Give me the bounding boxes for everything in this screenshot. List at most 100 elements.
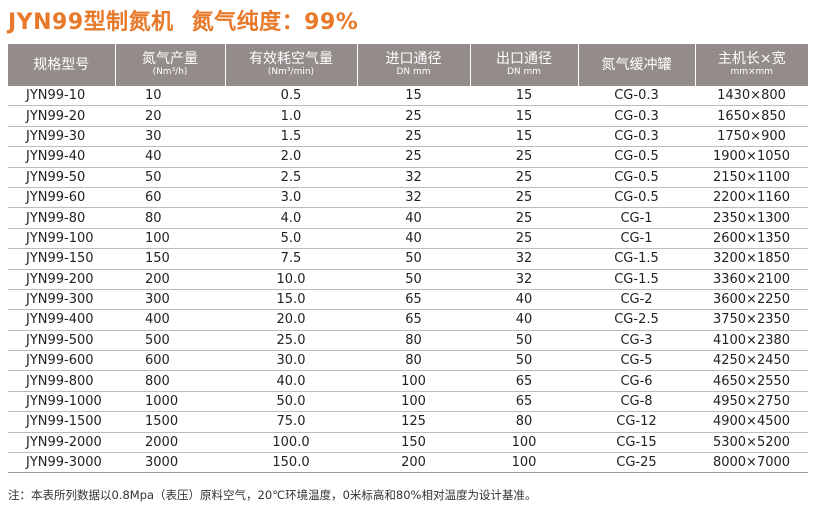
table-row: JYN99-80 80 4.0 40 25 CG-1 2350×1300 — [8, 207, 808, 229]
cell-dimensions: 2600×1350 — [695, 228, 808, 250]
cell-outlet-diameter: 32 — [470, 248, 578, 270]
cell-buffer-tank: CG-1 — [578, 207, 695, 229]
cell-model: JYN99-1500 — [8, 411, 115, 433]
cell-dimensions: 4950×2750 — [695, 391, 808, 413]
cell-nitrogen-output: 100 — [115, 228, 225, 250]
table-row: JYN99-100 100 5.0 40 25 CG-1 2600×1350 — [8, 228, 808, 250]
cell-air-consumption: 25.0 — [225, 330, 357, 352]
footnote: 注：本表所列数据以0.8Mpa（表压）原料空气，20℃环境温度，0米标高和80%… — [8, 488, 537, 502]
header-model: 规格型号 — [8, 44, 116, 86]
header-label: 出口通径 — [496, 51, 552, 68]
cell-outlet-diameter: 32 — [470, 269, 578, 290]
table-row: JYN99-200 200 10.0 50 32 CG-1.5 3360×2100 — [8, 269, 808, 290]
header-buffer-tank: 氮气缓冲罐 — [578, 44, 696, 86]
cell-outlet-diameter: 15 — [470, 105, 578, 127]
cell-inlet-diameter: 32 — [357, 167, 470, 188]
cell-outlet-diameter: 25 — [470, 228, 578, 250]
cell-outlet-diameter: 25 — [470, 207, 578, 229]
cell-inlet-diameter: 40 — [357, 228, 470, 250]
cell-outlet-diameter: 25 — [470, 187, 578, 209]
cell-nitrogen-output: 30 — [115, 126, 225, 148]
cell-inlet-diameter: 25 — [357, 126, 470, 148]
cell-dimensions: 2150×1100 — [695, 167, 808, 188]
table-row: JYN99-2000 2000 100.0 150 100 CG-15 5300×5200 — [8, 432, 808, 454]
cell-model: JYN99-60 — [8, 187, 115, 209]
title-purity: 氮气纯度：99% — [191, 10, 359, 35]
header-label: 氮气缓冲罐 — [601, 56, 672, 73]
cell-nitrogen-output: 3000 — [115, 452, 225, 474]
header-unit: mm×mm — [730, 67, 774, 78]
header-unit: (Nm³/h) — [152, 67, 188, 78]
cell-inlet-diameter: 32 — [357, 187, 470, 209]
cell-dimensions: 4900×4500 — [695, 411, 808, 433]
cell-nitrogen-output: 300 — [115, 289, 225, 311]
cell-inlet-diameter: 15 — [357, 86, 470, 107]
cell-model: JYN99-400 — [8, 309, 115, 331]
cell-nitrogen-output: 800 — [115, 370, 225, 392]
cell-inlet-diameter: 125 — [357, 411, 470, 433]
header-label: 规格型号 — [33, 56, 90, 73]
cell-outlet-diameter: 40 — [470, 309, 578, 331]
cell-outlet-diameter: 80 — [470, 411, 578, 433]
cell-inlet-diameter: 50 — [357, 269, 470, 290]
cell-air-consumption: 5.0 — [225, 228, 357, 250]
cell-inlet-diameter: 25 — [357, 105, 470, 127]
cell-dimensions: 3750×2350 — [695, 309, 808, 331]
cell-model: JYN99-600 — [8, 350, 115, 372]
cell-buffer-tank: CG-1 — [578, 228, 695, 250]
cell-dimensions: 5300×5200 — [695, 432, 808, 454]
cell-air-consumption: 0.5 — [225, 86, 357, 107]
header-air-consumption: 有效耗空气量 (Nm³/min) — [225, 44, 358, 86]
page-title: JYN99型制氮机 氮气纯度：99% — [8, 4, 358, 36]
cell-dimensions: 1750×900 — [695, 126, 808, 148]
cell-buffer-tank: CG-1.5 — [578, 269, 695, 290]
table-row: JYN99-400 400 20.0 65 40 CG-2.5 3750×2350 — [8, 309, 808, 331]
header-unit: DN mm — [506, 67, 542, 78]
cell-air-consumption: 7.5 — [225, 248, 357, 270]
cell-dimensions: 4100×2380 — [695, 330, 808, 352]
cell-air-consumption: 40.0 — [225, 370, 357, 392]
cell-buffer-tank: CG-25 — [578, 452, 695, 474]
cell-model: JYN99-80 — [8, 207, 115, 229]
header-nitrogen-output: 氮气产量 (Nm³/h) — [115, 44, 226, 86]
cell-dimensions: 1650×850 — [695, 105, 808, 127]
cell-buffer-tank: CG-0.5 — [578, 146, 695, 168]
cell-model: JYN99-3000 — [8, 452, 115, 474]
table-row: JYN99-1000 1000 50.0 100 65 CG-8 4950×2750 — [8, 391, 808, 413]
cell-inlet-diameter: 100 — [357, 370, 470, 392]
header-label: 有效耗空气量 — [249, 51, 333, 68]
cell-nitrogen-output: 400 — [115, 309, 225, 331]
cell-buffer-tank: CG-0.3 — [578, 86, 695, 107]
cell-air-consumption: 2.0 — [225, 146, 357, 168]
table-row: JYN99-60 60 3.0 32 25 CG-0.5 2200×1160 — [8, 187, 808, 209]
cell-model: JYN99-800 — [8, 370, 115, 392]
cell-outlet-diameter: 15 — [470, 86, 578, 107]
cell-nitrogen-output: 200 — [115, 269, 225, 290]
cell-buffer-tank: CG-0.5 — [578, 187, 695, 209]
header-label: 进口通径 — [385, 51, 442, 68]
cell-buffer-tank: CG-0.3 — [578, 126, 695, 148]
cell-air-consumption: 100.0 — [225, 432, 357, 454]
spec-table: 规格型号 氮气产量 (Nm³/h) 有效耗空气量 (Nm³/min) 进口通径 … — [8, 44, 808, 474]
table-row: JYN99-300 300 15.0 65 40 CG-2 3600×2250 — [8, 289, 808, 311]
cell-buffer-tank: CG-0.5 — [578, 167, 695, 188]
cell-air-consumption: 1.5 — [225, 126, 357, 148]
cell-nitrogen-output: 10 — [115, 86, 225, 107]
cell-nitrogen-output: 80 — [115, 207, 225, 229]
cell-air-consumption: 2.5 — [225, 167, 357, 188]
cell-inlet-diameter: 150 — [357, 432, 470, 454]
table-header-row: 规格型号 氮气产量 (Nm³/h) 有效耗空气量 (Nm³/min) 进口通径 … — [8, 44, 808, 86]
cell-model: JYN99-50 — [8, 167, 115, 188]
cell-model: JYN99-2000 — [8, 432, 115, 454]
table-row: JYN99-1500 1500 75.0 125 80 CG-12 4900×4500 — [8, 411, 808, 433]
table-body: JYN99-10 10 0.5 15 15 CG-0.3 1430×800 JYN99-20 2… — [8, 86, 808, 474]
spec-table-container: 规格型号 氮气产量 (Nm³/h) 有效耗空气量 (Nm³/min) 进口通径 … — [8, 44, 808, 474]
cell-air-consumption: 150.0 — [225, 452, 357, 474]
cell-inlet-diameter: 80 — [357, 350, 470, 372]
cell-nitrogen-output: 40 — [115, 146, 225, 168]
cell-buffer-tank: CG-0.3 — [578, 105, 695, 127]
cell-dimensions: 2200×1160 — [695, 187, 808, 209]
header-unit: DN mm — [396, 67, 431, 78]
cell-outlet-diameter: 50 — [470, 330, 578, 352]
cell-dimensions: 1900×1050 — [695, 146, 808, 168]
